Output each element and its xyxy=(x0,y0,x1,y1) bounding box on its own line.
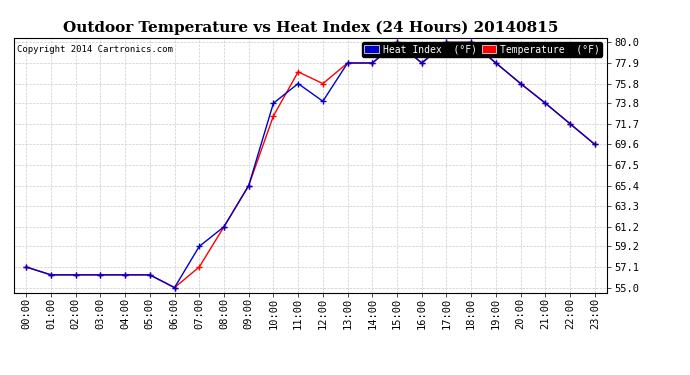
Text: Copyright 2014 Cartronics.com: Copyright 2014 Cartronics.com xyxy=(17,45,172,54)
Title: Outdoor Temperature vs Heat Index (24 Hours) 20140815: Outdoor Temperature vs Heat Index (24 Ho… xyxy=(63,21,558,35)
Legend: Heat Index  (°F), Temperature  (°F): Heat Index (°F), Temperature (°F) xyxy=(362,42,602,57)
